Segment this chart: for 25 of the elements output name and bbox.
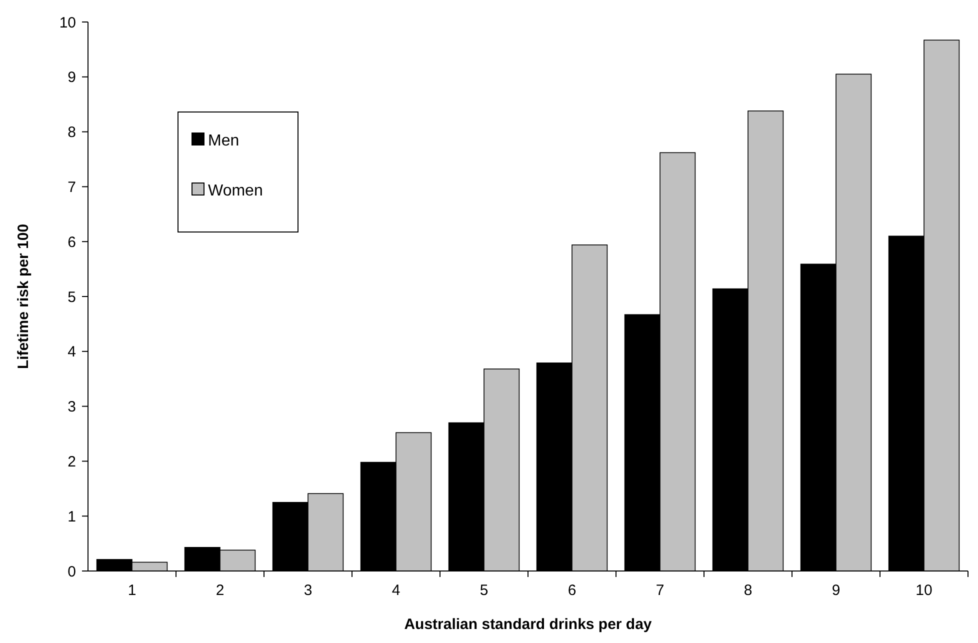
y-tick-label: 0 — [68, 563, 76, 580]
y-tick-label: 10 — [59, 14, 76, 32]
x-tick-label: 5 — [480, 582, 488, 599]
y-tick-label: 4 — [68, 344, 76, 361]
y-tick-label: 2 — [68, 453, 76, 470]
x-tick-label: 2 — [216, 582, 224, 599]
x-tick-label: 4 — [392, 582, 400, 599]
y-tick-label: 1 — [68, 508, 76, 526]
y-tick-label: 8 — [68, 124, 76, 142]
x-axis-title: Australian standard drinks per day — [404, 616, 652, 633]
y-tick-label: 7 — [68, 178, 76, 196]
x-tick-label: 1 — [128, 582, 136, 599]
x-tick-label: 8 — [744, 582, 752, 599]
x-tick-label: 3 — [304, 582, 312, 599]
x-tick-label: 9 — [832, 582, 840, 599]
x-tick-label: 10 — [916, 582, 932, 599]
y-tick-label: 3 — [68, 398, 76, 416]
legend-label: Women — [208, 182, 263, 200]
y-tick-label: 9 — [68, 69, 76, 86]
y-tick-label: 6 — [68, 234, 76, 251]
x-tick-label: 6 — [568, 582, 576, 599]
y-axis-title: Lifetime risk per 100 — [15, 224, 32, 370]
x-tick-label: 7 — [656, 582, 664, 599]
legend-label: Men — [208, 132, 240, 150]
y-tick-label: 5 — [68, 288, 76, 306]
